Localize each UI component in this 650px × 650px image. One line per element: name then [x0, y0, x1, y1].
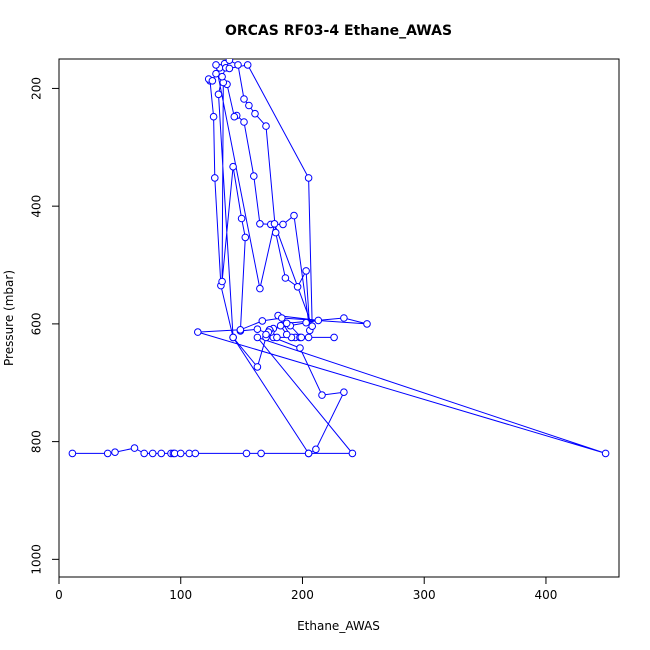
- data-point: [262, 330, 270, 339]
- data-point: [296, 344, 304, 352]
- data-point: [212, 69, 220, 78]
- data-point: [282, 319, 291, 328]
- data-point: [236, 326, 245, 334]
- data-point: [312, 445, 320, 454]
- data-point: [281, 274, 290, 282]
- data-point: [191, 449, 200, 458]
- data-point: [340, 314, 348, 322]
- data-point: [271, 228, 280, 237]
- series-line: [72, 59, 606, 454]
- data-point: [318, 391, 326, 399]
- data-point: [304, 449, 313, 458]
- x-axis: 0 100 200 300 400: [55, 577, 557, 602]
- data-point: [225, 64, 234, 73]
- data-point: [243, 61, 252, 69]
- data-point: [314, 316, 323, 325]
- data-point: [340, 388, 348, 397]
- data-point: [218, 72, 226, 81]
- data-point: [214, 90, 223, 99]
- data-point: [208, 77, 217, 85]
- y-axis: 200 400 600 800 1000: [30, 77, 59, 575]
- data-point: [251, 109, 259, 118]
- data-point: [290, 211, 298, 220]
- data-point: [242, 449, 251, 458]
- data-point: [601, 449, 610, 458]
- y-tick-label: 800: [30, 430, 44, 453]
- data-point: [293, 283, 302, 291]
- data-point: [241, 233, 250, 242]
- data-point: [270, 220, 279, 228]
- data-point: [363, 320, 371, 328]
- data-point: [140, 449, 148, 458]
- x-tick-label: 400: [535, 588, 558, 602]
- data-point: [262, 122, 270, 130]
- data-point: [348, 449, 357, 458]
- data-point: [302, 318, 310, 327]
- data-point: [176, 449, 185, 458]
- data-point: [234, 61, 242, 69]
- y-tick-label: 600: [30, 312, 44, 335]
- x-tick-label: 200: [291, 588, 314, 602]
- data-point: [258, 317, 267, 325]
- data-point: [157, 449, 166, 458]
- data-point: [209, 112, 218, 121]
- data-point: [282, 330, 291, 339]
- data-point: [103, 449, 112, 458]
- x-tick-label: 100: [169, 588, 192, 602]
- data-point: [273, 333, 281, 342]
- y-tick-label: 200: [30, 77, 44, 100]
- data-point: [240, 95, 248, 103]
- data-point: [240, 118, 248, 126]
- data-point: [304, 333, 313, 342]
- data-point: [194, 328, 202, 336]
- data-point: [211, 174, 219, 182]
- data-point: [257, 449, 265, 458]
- x-axis-label: Ethane_AWAS: [297, 619, 380, 633]
- data-point: [245, 101, 253, 110]
- data-point: [253, 333, 262, 342]
- data-point: [330, 333, 338, 342]
- data-point: [250, 172, 258, 180]
- data-point: [68, 449, 77, 458]
- data-point: [278, 314, 286, 322]
- data-point: [297, 333, 306, 342]
- data-point: [229, 162, 237, 171]
- data-point: [302, 267, 310, 275]
- y-tick-label: 1000: [30, 544, 44, 575]
- data-point: [229, 333, 237, 342]
- x-tick-label: 300: [413, 588, 436, 602]
- data-point: [304, 174, 313, 182]
- data-point: [308, 322, 317, 331]
- data-point: [256, 284, 264, 293]
- y-axis-label: Pressure (mbar): [2, 270, 16, 366]
- plot-area: [68, 59, 610, 458]
- data-point: [225, 59, 234, 64]
- data-point: [256, 220, 264, 228]
- y-tick-label: 400: [30, 195, 44, 218]
- data-point: [253, 325, 262, 334]
- chart-title: ORCAS RF03-4 Ethane_AWAS: [225, 23, 452, 39]
- data-point: [230, 112, 239, 121]
- data-point: [212, 61, 220, 69]
- data-point: [237, 214, 246, 223]
- data-point: [130, 444, 139, 452]
- data-point: [253, 363, 262, 371]
- x-tick-label: 0: [55, 588, 63, 602]
- plot-frame: [58, 58, 620, 578]
- data-point: [279, 220, 287, 229]
- data-point: [218, 277, 226, 286]
- data-point: [148, 449, 157, 458]
- data-point: [111, 448, 119, 457]
